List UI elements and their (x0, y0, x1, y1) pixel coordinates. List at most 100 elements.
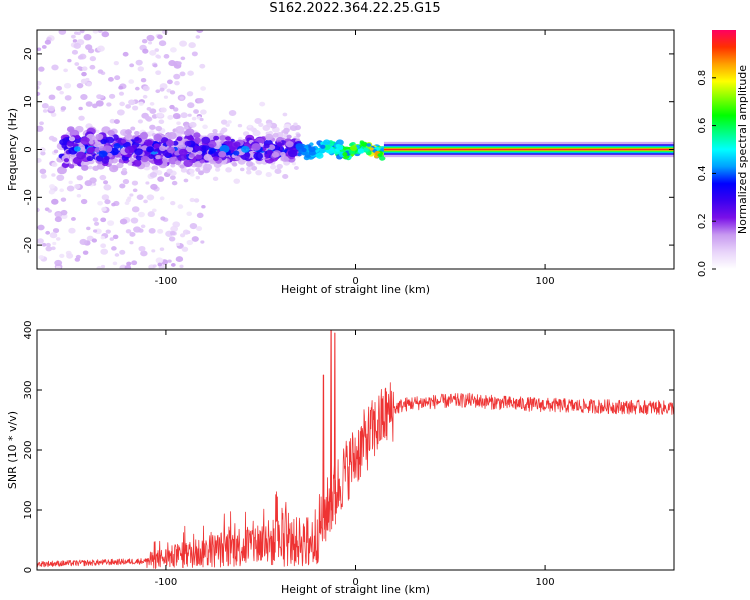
heatmap-cell (60, 106, 67, 111)
heatmap-cell (174, 160, 181, 166)
heatmap-cell (142, 94, 148, 99)
heatmap-cell (184, 140, 192, 147)
heatmap-cell (366, 143, 372, 147)
heatmap-cell (109, 237, 115, 241)
heatmap-cell (251, 143, 261, 151)
heatmap-cell (99, 174, 107, 181)
heatmap-cell (151, 208, 157, 213)
heatmap-cell (186, 211, 193, 216)
snr-ytick-label: 400 (23, 320, 34, 339)
snr-ylabel: SNR (10 * v/v) (6, 411, 19, 489)
heatmap-cell (200, 240, 205, 244)
snr-xlabel: Height of straight line (km) (281, 583, 430, 596)
heatmap-cell (129, 63, 135, 68)
heatmap-cell (170, 163, 176, 168)
heatmap-cell (182, 229, 190, 235)
heatmap-cell (199, 117, 204, 122)
heatmap-cell (285, 140, 294, 148)
heatmap-cell (37, 80, 42, 86)
heatmap-cell (145, 163, 150, 168)
heatmap-cell (228, 109, 237, 117)
heatmap-cell (196, 97, 204, 104)
heatmap-cell (179, 264, 184, 268)
heatmap-cell (171, 180, 178, 186)
heatmap-cell (95, 100, 104, 107)
heatmap-cell (148, 154, 155, 159)
heatmap-cell (155, 154, 161, 160)
heatmap-cell (149, 50, 157, 56)
heatmap-cell (71, 216, 76, 221)
heatmap-cell (124, 146, 135, 155)
heatmap-cell (114, 75, 121, 81)
heatmap-cell (55, 237, 61, 241)
heatmap-cell (107, 158, 114, 164)
heatmap-cell (180, 112, 188, 119)
heatmap-cell (166, 168, 173, 174)
heatmap-cell (105, 136, 115, 144)
heatmap-cell (200, 109, 207, 115)
heatmap-cell (55, 265, 61, 269)
heatmap-cell (37, 125, 44, 132)
heatmap-cell (233, 178, 241, 184)
heatmap-cell (38, 255, 45, 260)
heatmap-cell (66, 140, 75, 147)
snr-xtick-label: -100 (155, 577, 178, 588)
heatmap-cell (193, 198, 200, 203)
heatmap-cell (45, 246, 53, 252)
heatmap-cell (219, 144, 230, 153)
colorbar-ramp (712, 30, 736, 269)
heatmap-cell (212, 128, 218, 134)
heatmap-cell (291, 161, 297, 166)
heatmap-cell (191, 236, 199, 242)
heatmap-cell (173, 73, 181, 80)
heatmap-cell (93, 229, 98, 233)
heatmap-cell (157, 262, 163, 267)
heatmap-cell (270, 164, 277, 170)
heatmap-ytick-label: 20 (23, 48, 34, 61)
heatmap-cell (170, 201, 176, 206)
heatmap-cell (166, 146, 176, 154)
heatmap-cell (175, 242, 181, 247)
heatmap-cell (183, 129, 192, 136)
heatmap-cell (130, 126, 136, 131)
figure-title: S162.2022.364.22.25.G15 (269, 1, 441, 16)
colorbar-tick-label: 0.8 (697, 70, 708, 86)
heatmap-cell (169, 230, 176, 236)
heatmap-cell (37, 224, 45, 231)
heatmap-cell (39, 121, 44, 126)
heatmap-cell (75, 254, 81, 259)
heatmap-cell (135, 59, 143, 66)
heatmap-cell (87, 146, 95, 154)
heatmap-cell (76, 194, 82, 198)
heatmap-cell (176, 121, 181, 126)
heatmap-ylabel: Frequency (Hz) (6, 108, 19, 191)
heatmap-cell (78, 115, 85, 121)
heatmap-cell (281, 130, 286, 134)
heatmap-cell (149, 124, 156, 130)
heatmap-cell (320, 144, 326, 149)
heatmap-cell (116, 162, 124, 169)
heatmap-cell (138, 245, 146, 252)
heatmap-xtick-label: -100 (155, 276, 178, 287)
heatmap-cell (106, 102, 112, 107)
heatmap-cell (130, 217, 139, 224)
snr-ytick-label: 0 (23, 567, 34, 573)
heatmap-cell (103, 180, 109, 185)
heatmap-cell (189, 197, 195, 203)
heatmap-cell (301, 147, 307, 153)
heatmap-cell (144, 139, 152, 146)
heatmap-cell (101, 31, 110, 38)
heatmap-cell (276, 163, 283, 169)
heatmap-cell (96, 266, 103, 269)
heatmap-cell (239, 167, 245, 172)
colorbar-tick-label: 0.2 (697, 213, 708, 229)
snr-ytick-label: 200 (23, 440, 34, 459)
snr-xtick-label: 0 (352, 577, 358, 588)
colorbar-label: Normalized spectral amplitude (736, 65, 749, 234)
heatmap-cell (189, 223, 198, 230)
heatmap-cell (151, 165, 159, 171)
heatmap-cell (107, 220, 115, 226)
heatmap-cell (119, 249, 126, 255)
heatmap-cell (165, 139, 175, 147)
heatmap-cell (107, 130, 115, 136)
